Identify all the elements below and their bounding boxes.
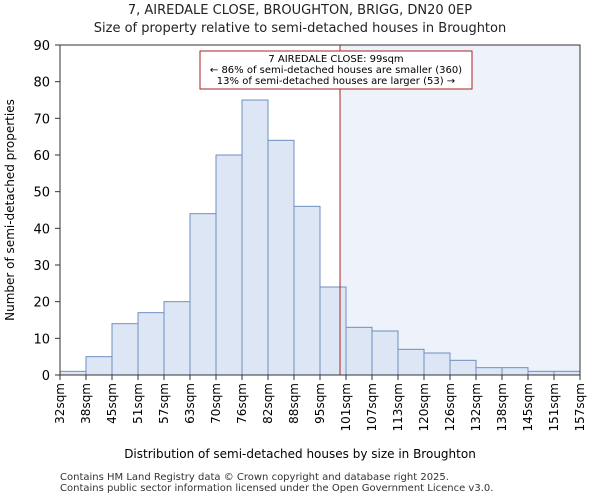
x-tick-label: 82sqm bbox=[261, 383, 275, 424]
y-tick-label: 10 bbox=[33, 332, 50, 347]
y-tick-label: 30 bbox=[33, 259, 50, 274]
bar-82sqm bbox=[267, 139, 295, 376]
x-tick-label: 63sqm bbox=[183, 383, 197, 424]
x-tick-label: 76sqm bbox=[235, 383, 249, 424]
footer-line-1: Contains HM Land Registry data © Crown c… bbox=[60, 472, 449, 483]
bar-138sqm bbox=[501, 367, 529, 376]
x-tick-label: 101sqm bbox=[339, 383, 353, 431]
y-tick-label: 80 bbox=[33, 76, 50, 91]
x-axis-label: Distribution of semi-detached houses by … bbox=[124, 447, 476, 461]
x-tick-label: 113sqm bbox=[391, 383, 405, 431]
bar-88sqm bbox=[293, 205, 321, 376]
x-tick-label: 138sqm bbox=[495, 383, 509, 431]
x-tick-label: 88sqm bbox=[287, 383, 301, 424]
bar-38sqm bbox=[85, 356, 113, 376]
bar-113sqm bbox=[397, 348, 425, 376]
x-tick-label: 70sqm bbox=[209, 383, 223, 424]
annotation-box bbox=[199, 50, 473, 90]
x-tick-label: 151sqm bbox=[547, 383, 561, 431]
x-tick-label: 45sqm bbox=[105, 383, 119, 424]
y-tick-label: 90 bbox=[33, 39, 50, 54]
x-tick-label: 32sqm bbox=[53, 383, 67, 424]
bar-151sqm bbox=[553, 370, 581, 376]
bar-70sqm bbox=[215, 154, 243, 376]
bar-132sqm bbox=[475, 367, 503, 376]
y-axis: 0 10 20 30 40 50 60 70 80 90 bbox=[33, 39, 60, 384]
x-tick-label: 120sqm bbox=[417, 383, 431, 431]
bar-45sqm bbox=[111, 323, 139, 376]
y-tick-label: 40 bbox=[33, 222, 50, 237]
x-tick-label: 57sqm bbox=[157, 383, 171, 424]
annotation-line-1: 7 AIREDALE CLOSE: 99sqm bbox=[268, 54, 403, 65]
bar-101sqm bbox=[345, 326, 373, 376]
bar-145sqm bbox=[527, 370, 555, 376]
bars-group bbox=[59, 99, 581, 376]
chart-title: 7, AIREDALE CLOSE, BROUGHTON, BRIGG, DN2… bbox=[127, 3, 473, 18]
bar-57sqm bbox=[163, 301, 191, 376]
bar-63sqm bbox=[189, 213, 217, 376]
y-tick-label: 60 bbox=[33, 149, 50, 164]
x-tick-label: 157sqm bbox=[573, 383, 587, 431]
footer-line-2: Contains public sector information licen… bbox=[60, 483, 494, 494]
y-tick-label: 20 bbox=[33, 296, 50, 311]
y-tick-label: 70 bbox=[33, 112, 50, 127]
y-tick-label: 0 bbox=[42, 369, 50, 384]
x-tick-label: 95sqm bbox=[313, 383, 327, 424]
x-tick-label: 145sqm bbox=[521, 383, 535, 431]
plot-frame bbox=[59, 44, 581, 376]
bar-51sqm bbox=[137, 312, 165, 376]
y-tick-label: 50 bbox=[33, 186, 50, 201]
bar-126sqm bbox=[449, 359, 477, 376]
x-tick-label: 126sqm bbox=[443, 383, 457, 431]
chart-subtitle: Size of property relative to semi-detach… bbox=[93, 21, 507, 36]
bar-107sqm bbox=[371, 330, 399, 376]
bar-32sqm bbox=[59, 370, 87, 376]
x-tick-label: 38sqm bbox=[79, 383, 93, 424]
bar-95sqm bbox=[319, 286, 347, 376]
larger-region-highlight bbox=[340, 45, 580, 375]
bar-120sqm bbox=[423, 352, 451, 376]
y-axis-label: Number of semi-detached properties bbox=[3, 99, 17, 321]
x-axis: 32sqm 38sqm 45sqm 51sqm 57sqm 63sqm 70sqm 76sqm… bbox=[53, 375, 587, 431]
x-tick-label: 107sqm bbox=[365, 383, 379, 431]
annotation-line-3: 13% of semi-detached houses are larger (… bbox=[217, 76, 455, 87]
x-tick-label: 51sqm bbox=[131, 383, 145, 424]
bar-76sqm bbox=[241, 99, 269, 376]
annotation-line-2: ← 86% of semi-detached houses are smalle… bbox=[210, 65, 462, 76]
x-tick-label: 132sqm bbox=[469, 383, 483, 431]
